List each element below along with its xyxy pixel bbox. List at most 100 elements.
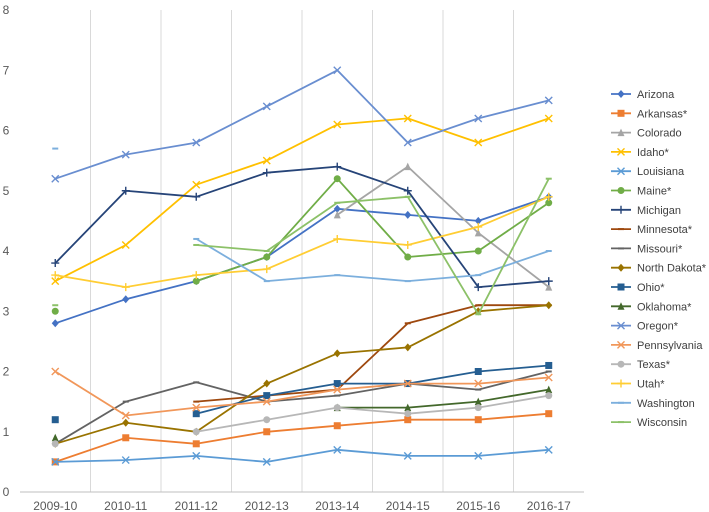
data-point — [544, 114, 553, 123]
legend-item: Maine* — [611, 186, 672, 198]
data-point — [122, 418, 130, 427]
data-point — [404, 403, 412, 412]
x-tick-label: 2010-11 — [104, 499, 147, 512]
legend-item: Missouri* — [611, 243, 683, 255]
legend-item: Washington — [611, 398, 695, 410]
series-4 — [51, 114, 553, 286]
legend-item: Idaho* — [611, 147, 670, 159]
data-point — [51, 271, 60, 280]
data-point — [263, 416, 271, 424]
x-tick-label: 2015-16 — [456, 499, 500, 512]
data-point — [333, 210, 341, 219]
data-point — [51, 433, 59, 442]
data-point — [474, 228, 482, 237]
data-point — [544, 192, 553, 201]
legend: Arizona Arkansas* Colorado Idaho* Louisiana M… — [611, 89, 707, 429]
data-point — [474, 379, 483, 388]
y-tick-label: 5 — [3, 184, 10, 198]
data-point — [262, 156, 271, 165]
series-line — [196, 394, 549, 433]
series-line — [337, 388, 549, 409]
data-point — [544, 277, 553, 286]
legend-label: Oklahoma* — [637, 301, 692, 313]
legend-label: Utah* — [637, 379, 665, 391]
y-tick-label: 0 — [3, 485, 10, 499]
data-point — [51, 277, 60, 286]
data-point — [545, 361, 553, 369]
grid — [90, 10, 514, 492]
data-point — [51, 174, 60, 183]
data-point — [51, 307, 59, 315]
data-point — [192, 271, 201, 280]
data-point — [333, 162, 342, 171]
legend-label: Missouri* — [637, 243, 683, 255]
data-point — [333, 120, 342, 129]
series-line — [54, 370, 550, 445]
data-point — [192, 403, 201, 412]
data-point — [333, 385, 342, 394]
legend-item: Wisconsin — [611, 417, 687, 429]
series-line — [196, 304, 549, 403]
data-point — [544, 445, 553, 454]
data-point — [262, 457, 271, 466]
data-point — [404, 253, 412, 261]
data-point — [263, 379, 271, 388]
data-point — [403, 114, 412, 123]
legend-marker — [617, 321, 625, 330]
series-line — [55, 412, 549, 463]
series-line — [54, 117, 550, 282]
legend-label: Minnesota* — [637, 224, 693, 236]
data-point — [51, 440, 59, 448]
legend-label: North Dakota* — [637, 263, 707, 275]
data-point — [474, 368, 482, 375]
data-point — [474, 114, 483, 123]
data-point — [192, 180, 201, 189]
legend-label: Texas* — [637, 359, 671, 371]
data-point — [544, 373, 553, 382]
series-line — [196, 364, 549, 415]
series-line — [54, 165, 549, 288]
series-14 — [51, 367, 553, 420]
series-line — [55, 195, 550, 288]
legend-label: Louisiana — [637, 166, 685, 178]
series-line — [195, 238, 550, 282]
y-tick-label: 1 — [3, 425, 10, 439]
legend-label: Ohio* — [637, 282, 665, 294]
series-line — [55, 448, 549, 463]
legend-label: Oregon* — [637, 321, 679, 333]
series-3 — [333, 162, 553, 291]
data-point — [474, 451, 483, 460]
series-line — [55, 304, 549, 445]
data-point — [333, 422, 341, 430]
legend-marker — [617, 128, 625, 137]
legend-item: Louisiana — [611, 166, 685, 178]
data-point — [192, 440, 200, 448]
legend-item: Oklahoma* — [611, 301, 692, 313]
legend-marker — [617, 205, 625, 214]
y-tick-label: 7 — [3, 63, 10, 77]
legend-item: Minnesota* — [611, 224, 693, 236]
data-point — [263, 428, 271, 436]
data-point — [333, 66, 342, 75]
data-point — [263, 253, 271, 261]
legend-item: Oregon* — [611, 321, 679, 333]
legend-marker — [617, 360, 625, 368]
series-lines — [51, 66, 553, 466]
x-tick-label: 2011-12 — [175, 499, 218, 512]
data-point — [333, 175, 341, 183]
data-point — [121, 411, 130, 420]
y-tick-label: 8 — [3, 3, 10, 17]
data-point — [404, 416, 412, 424]
data-point — [121, 240, 130, 249]
series-18 — [52, 177, 552, 316]
data-point — [262, 168, 271, 177]
data-point — [262, 265, 271, 274]
data-point — [403, 186, 412, 195]
data-point — [545, 301, 553, 310]
legend-item: Michigan — [611, 205, 681, 217]
data-point — [474, 216, 482, 225]
x-tick-label: 2016-17 — [527, 499, 571, 512]
data-point — [403, 240, 412, 249]
legend-item: North Dakota* — [611, 263, 707, 275]
series-line — [55, 69, 550, 180]
